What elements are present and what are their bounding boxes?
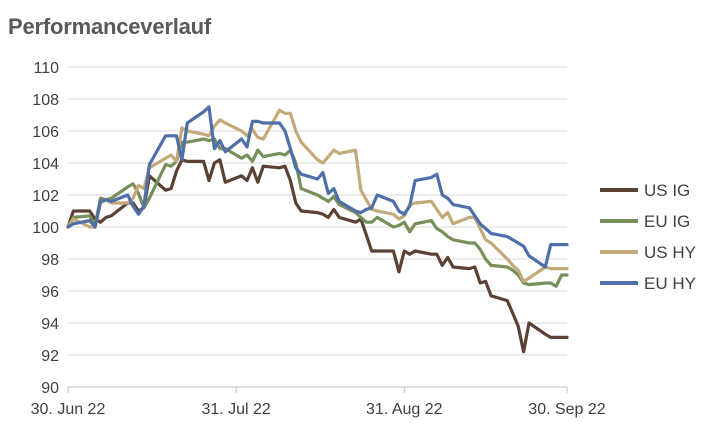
- series-line-eu-hy: [66, 105, 569, 269]
- legend-label: EU IG: [644, 212, 690, 231]
- chart-title: Performanceverlauf: [8, 14, 212, 39]
- x-tick-label: 31. Aug 22: [366, 401, 443, 418]
- series-lines: [66, 105, 569, 354]
- x-tick-label: 31. Jul 22: [201, 401, 270, 418]
- y-tick-label: 102: [32, 188, 59, 205]
- y-tick-label: 104: [32, 156, 59, 173]
- y-tick-label: 90: [41, 380, 59, 397]
- y-tick-label: 110: [33, 60, 59, 77]
- y-tick-label: 100: [32, 220, 59, 237]
- y-tick-label: 98: [41, 252, 59, 269]
- y-tick-label: 96: [41, 284, 59, 301]
- y-axis: 90 92 94 96 98 100 102 104 106 108 110: [32, 60, 59, 397]
- legend-label: US IG: [644, 181, 690, 200]
- y-tick-label: 94: [41, 316, 59, 333]
- x-tick-label: 30. Sep 22: [528, 401, 606, 418]
- legend: US IG EU IG US HY EU HY: [600, 181, 696, 293]
- y-tick-label: 108: [32, 92, 59, 109]
- legend-label: EU HY: [644, 274, 696, 293]
- x-axis: 30. Jun 22 31. Jul 22 31. Aug 22 30. Sep 22: [31, 386, 606, 418]
- y-tick-label: 92: [41, 348, 59, 365]
- legend-label: US HY: [644, 243, 696, 262]
- series-line-eu-ig: [66, 137, 569, 288]
- x-tick-label: 30. Jun 22: [31, 401, 106, 418]
- y-tick-label: 106: [32, 124, 59, 141]
